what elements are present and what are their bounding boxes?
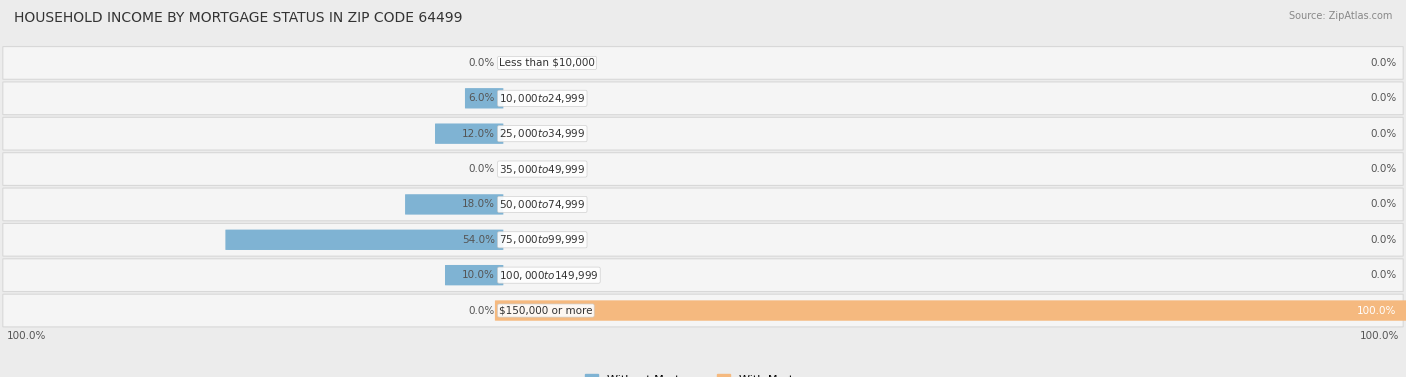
Text: 0.0%: 0.0% [468,164,495,174]
Text: 12.0%: 12.0% [463,129,495,139]
Text: Source: ZipAtlas.com: Source: ZipAtlas.com [1288,11,1392,21]
Text: 100.0%: 100.0% [1357,305,1396,316]
FancyBboxPatch shape [3,188,1403,221]
Text: 100.0%: 100.0% [7,331,46,341]
Legend: Without Mortgage, With Mortgage: Without Mortgage, With Mortgage [581,370,825,377]
Text: Less than $10,000: Less than $10,000 [499,58,595,68]
FancyBboxPatch shape [3,294,1403,327]
Text: 10.0%: 10.0% [463,270,495,280]
Text: $25,000 to $34,999: $25,000 to $34,999 [499,127,585,140]
Text: 0.0%: 0.0% [468,58,495,68]
Text: $35,000 to $49,999: $35,000 to $49,999 [499,162,585,176]
FancyBboxPatch shape [3,82,1403,115]
FancyBboxPatch shape [225,230,503,250]
Text: 0.0%: 0.0% [1369,199,1396,209]
Text: $150,000 or more: $150,000 or more [499,305,593,316]
Text: 0.0%: 0.0% [468,305,495,316]
Text: 54.0%: 54.0% [463,235,495,245]
Text: 0.0%: 0.0% [1369,164,1396,174]
Text: $50,000 to $74,999: $50,000 to $74,999 [499,198,585,211]
Text: 6.0%: 6.0% [468,93,495,103]
FancyBboxPatch shape [3,46,1403,79]
FancyBboxPatch shape [405,194,503,215]
Text: 0.0%: 0.0% [1369,129,1396,139]
Text: HOUSEHOLD INCOME BY MORTGAGE STATUS IN ZIP CODE 64499: HOUSEHOLD INCOME BY MORTGAGE STATUS IN Z… [14,11,463,25]
FancyBboxPatch shape [495,300,1406,321]
Text: 18.0%: 18.0% [463,199,495,209]
FancyBboxPatch shape [3,153,1403,185]
FancyBboxPatch shape [3,259,1403,291]
Text: 0.0%: 0.0% [1369,93,1396,103]
FancyBboxPatch shape [3,224,1403,256]
FancyBboxPatch shape [465,88,503,109]
Text: 0.0%: 0.0% [1369,58,1396,68]
Text: 100.0%: 100.0% [1360,331,1399,341]
Text: 0.0%: 0.0% [1369,270,1396,280]
FancyBboxPatch shape [434,124,503,144]
Text: $100,000 to $149,999: $100,000 to $149,999 [499,269,599,282]
FancyBboxPatch shape [3,117,1403,150]
Text: $75,000 to $99,999: $75,000 to $99,999 [499,233,585,246]
Text: $10,000 to $24,999: $10,000 to $24,999 [499,92,585,105]
Text: 0.0%: 0.0% [1369,235,1396,245]
FancyBboxPatch shape [446,265,503,285]
